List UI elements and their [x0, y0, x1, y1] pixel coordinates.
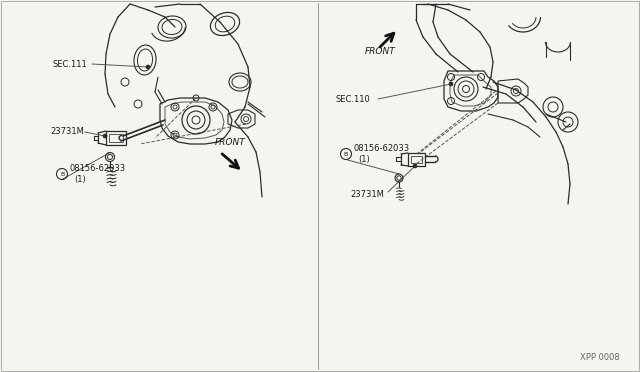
Text: 08156-62033: 08156-62033 — [69, 164, 125, 173]
Text: 23731M: 23731M — [50, 127, 84, 136]
Text: 08156-62033: 08156-62033 — [354, 144, 410, 153]
Text: (1): (1) — [74, 175, 86, 184]
Text: FRONT: FRONT — [215, 138, 246, 147]
Text: SEC.110: SEC.110 — [336, 95, 371, 104]
Text: (1): (1) — [358, 155, 370, 164]
Circle shape — [146, 65, 150, 69]
Circle shape — [103, 134, 107, 138]
Text: B: B — [60, 171, 64, 176]
Text: XPP 0008: XPP 0008 — [580, 353, 620, 362]
Text: SEC.111: SEC.111 — [52, 60, 87, 69]
Text: 23731M: 23731M — [350, 190, 384, 199]
Circle shape — [449, 82, 453, 86]
Circle shape — [413, 164, 417, 168]
Text: B: B — [344, 151, 348, 157]
Text: FRONT: FRONT — [365, 47, 396, 56]
